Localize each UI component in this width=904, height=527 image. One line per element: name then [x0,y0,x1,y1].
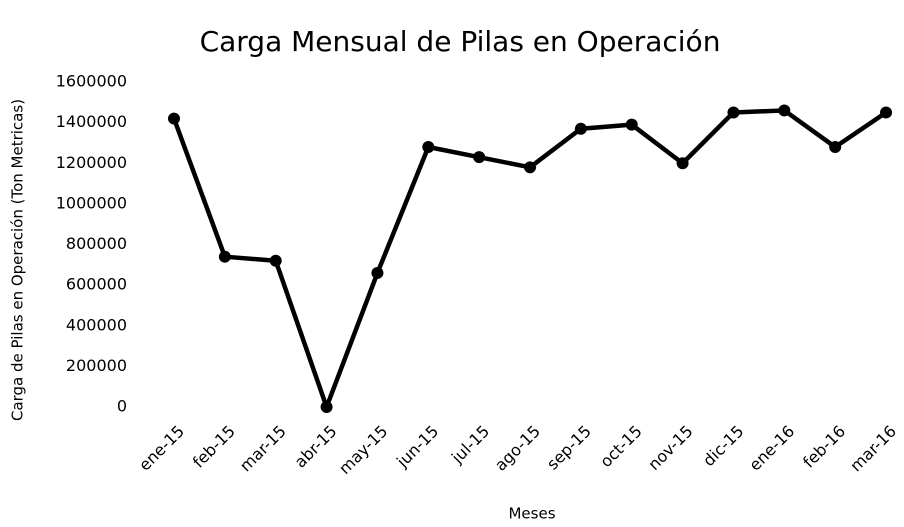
x-tick-label: mar-16 [846,422,900,476]
y-tick-label: 1400000 [56,112,127,131]
y-tick-label: 600000 [66,275,127,294]
x-tick-label: mar-15 [236,422,290,476]
x-tick-label: jun-15 [392,422,442,472]
x-tick-label: ene-15 [135,422,188,475]
x-tick-label: jul-15 [447,422,493,468]
y-axis-label: Carga de Pilas en Operación (Ton Metrica… [9,99,27,421]
x-tick-label: ago-15 [491,422,544,475]
x-tick-label: feb-15 [189,422,239,472]
x-axis-label: Meses [508,505,555,523]
data-point [574,122,587,135]
data-point [371,266,384,279]
x-tick-label: abr-15 [291,422,341,472]
x-tick-label: oct-15 [596,422,645,471]
data-point [676,157,689,170]
x-tick-label: ene-16 [745,422,798,475]
data-point [778,104,791,117]
y-tick-label: 800000 [66,234,127,253]
chart-title: Carga Mensual de Pilas en Operación [200,25,721,58]
data-point [829,141,842,153]
data-point [625,118,638,131]
data-point [218,250,231,263]
y-tick-label: 1600000 [56,72,127,91]
data-point [524,161,537,174]
data-point [269,254,282,267]
x-tick-label: sep-15 [543,422,595,474]
x-tick-label: may-15 [335,422,391,478]
data-point [168,112,180,125]
y-tick-label: 1200000 [56,153,127,172]
x-tick-label: feb-16 [799,422,849,472]
data-point [880,106,893,119]
y-tick-label: 1000000 [56,193,127,212]
x-tick-label: dic-15 [699,422,747,470]
data-point [727,106,740,119]
y-tick-label: 400000 [66,315,127,334]
y-tick-label: 200000 [66,356,127,375]
x-tick-label: nov-15 [644,422,696,474]
data-point [422,141,435,153]
data-point [473,151,486,164]
data-point [320,401,333,413]
y-tick-label: 0 [117,397,127,416]
